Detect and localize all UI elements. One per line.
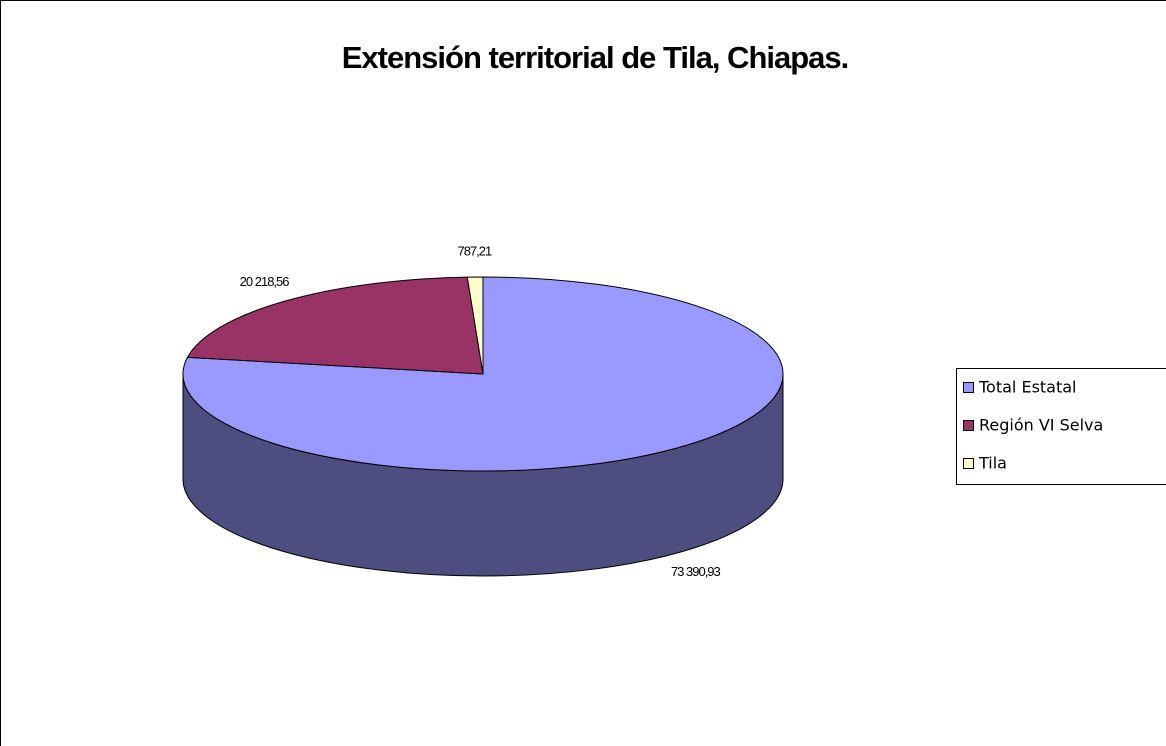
legend-label: Tila (978, 454, 1007, 473)
chart-title: Extensión territorial de Tila, Chiapas. (342, 40, 849, 75)
data-label: 73 390,93 (671, 564, 721, 579)
data-label: 787,21 (457, 243, 492, 258)
legend-label: Total Estatal (978, 378, 1077, 397)
slice (186, 276, 484, 375)
legend-swatch (963, 420, 974, 431)
legend-swatch (963, 382, 974, 393)
legend-label: Región VI Selva (979, 416, 1103, 435)
slice (466, 276, 484, 375)
legend (956, 368, 1166, 485)
data-label: 20 218,56 (240, 274, 290, 289)
legend-swatch (963, 458, 974, 469)
